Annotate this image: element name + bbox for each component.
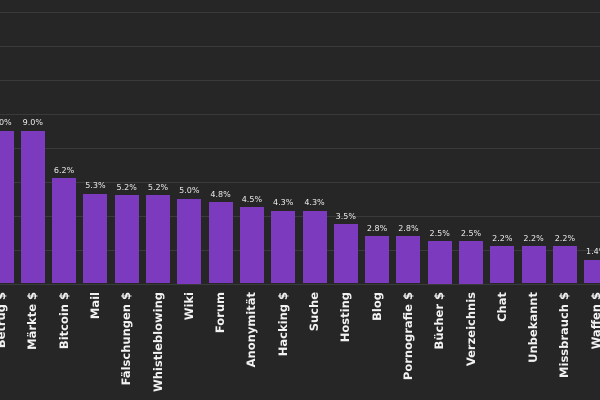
bar-value-label: 4.3% [304,198,325,208]
bar-value-label: 4.8% [210,189,231,199]
bar-value-label: 6.2% [53,165,75,175]
x-tick-label: Anonymität [244,292,259,368]
bar-value-label: 5.2% [147,182,169,192]
bar [52,178,77,284]
bar-value-label: 2.2% [554,233,576,243]
gridline [0,215,600,217]
gridline [0,283,600,285]
bar [459,241,483,284]
bar [177,198,202,284]
bar-value-label: 2.8% [398,223,419,233]
x-tick-label: Suche [307,292,321,332]
bar-value-label: 2.2% [492,233,513,243]
x-tick-label: Waffen $ [588,292,600,350]
x-tick-label: Bücher $ [432,292,447,350]
bar [0,130,14,284]
x-tick-label: Märkte $ [25,292,40,350]
x-tick-label: Forum [213,292,228,334]
bar-value-label: 2.2% [523,233,544,243]
bar [83,193,108,284]
x-tick-label: Unbekannt [526,292,541,363]
bar [396,236,421,284]
bar-value-label: 3.5% [335,211,356,221]
bar [114,195,139,284]
bar [239,207,264,284]
x-tick-label: Fälschungen $ [119,292,134,386]
bar [271,210,296,284]
bar [584,259,600,284]
bar-value-label: 2.5% [429,228,450,238]
bar-value-label: 1.4% [586,247,600,257]
x-tick-label: Pornografie $ [400,292,415,381]
bar [333,224,358,284]
gridline [0,80,600,82]
bar-value-label: 4.3% [273,198,294,208]
bar [365,236,390,284]
bar [20,130,45,284]
x-tick-label: Blog [369,292,384,321]
bar-value-label: 4.5% [241,194,263,204]
gridline [0,147,600,149]
x-tick-label: Hacking $ [275,292,290,357]
x-tick-label: Mail [87,292,102,320]
x-tick-label: Wiki [181,292,196,321]
bar [302,210,327,284]
bar-value-label: 9.0% [0,118,12,128]
bar [490,246,515,284]
x-tick-label: Chat [494,292,509,322]
bar-value-label: 5.2% [116,182,137,192]
gridline [0,12,600,14]
x-tick-label: Verzeichnis [463,292,478,367]
x-tick-label: Whistleblowing [150,292,165,392]
gridline [0,114,600,115]
x-tick-label: Betrug $ [0,292,8,349]
bar [146,195,170,284]
gridline [0,46,600,48]
bar-value-label: 9.0% [22,118,43,128]
gridline [0,249,600,251]
x-tick-label: Bitcoin $ [56,292,71,350]
bar-value-label: 2.5% [460,228,482,238]
gridline [0,181,600,183]
bar-value-label: 5.3% [85,181,106,191]
bar [208,202,233,284]
x-tick-label: Hosting [338,292,353,343]
bar [427,241,452,284]
bar [552,246,577,284]
bar-value-label: 5.0% [179,186,200,196]
bar [521,246,546,284]
x-tick-label: Missbrauch $ [557,292,572,378]
bar-value-label: 2.8% [366,223,388,233]
